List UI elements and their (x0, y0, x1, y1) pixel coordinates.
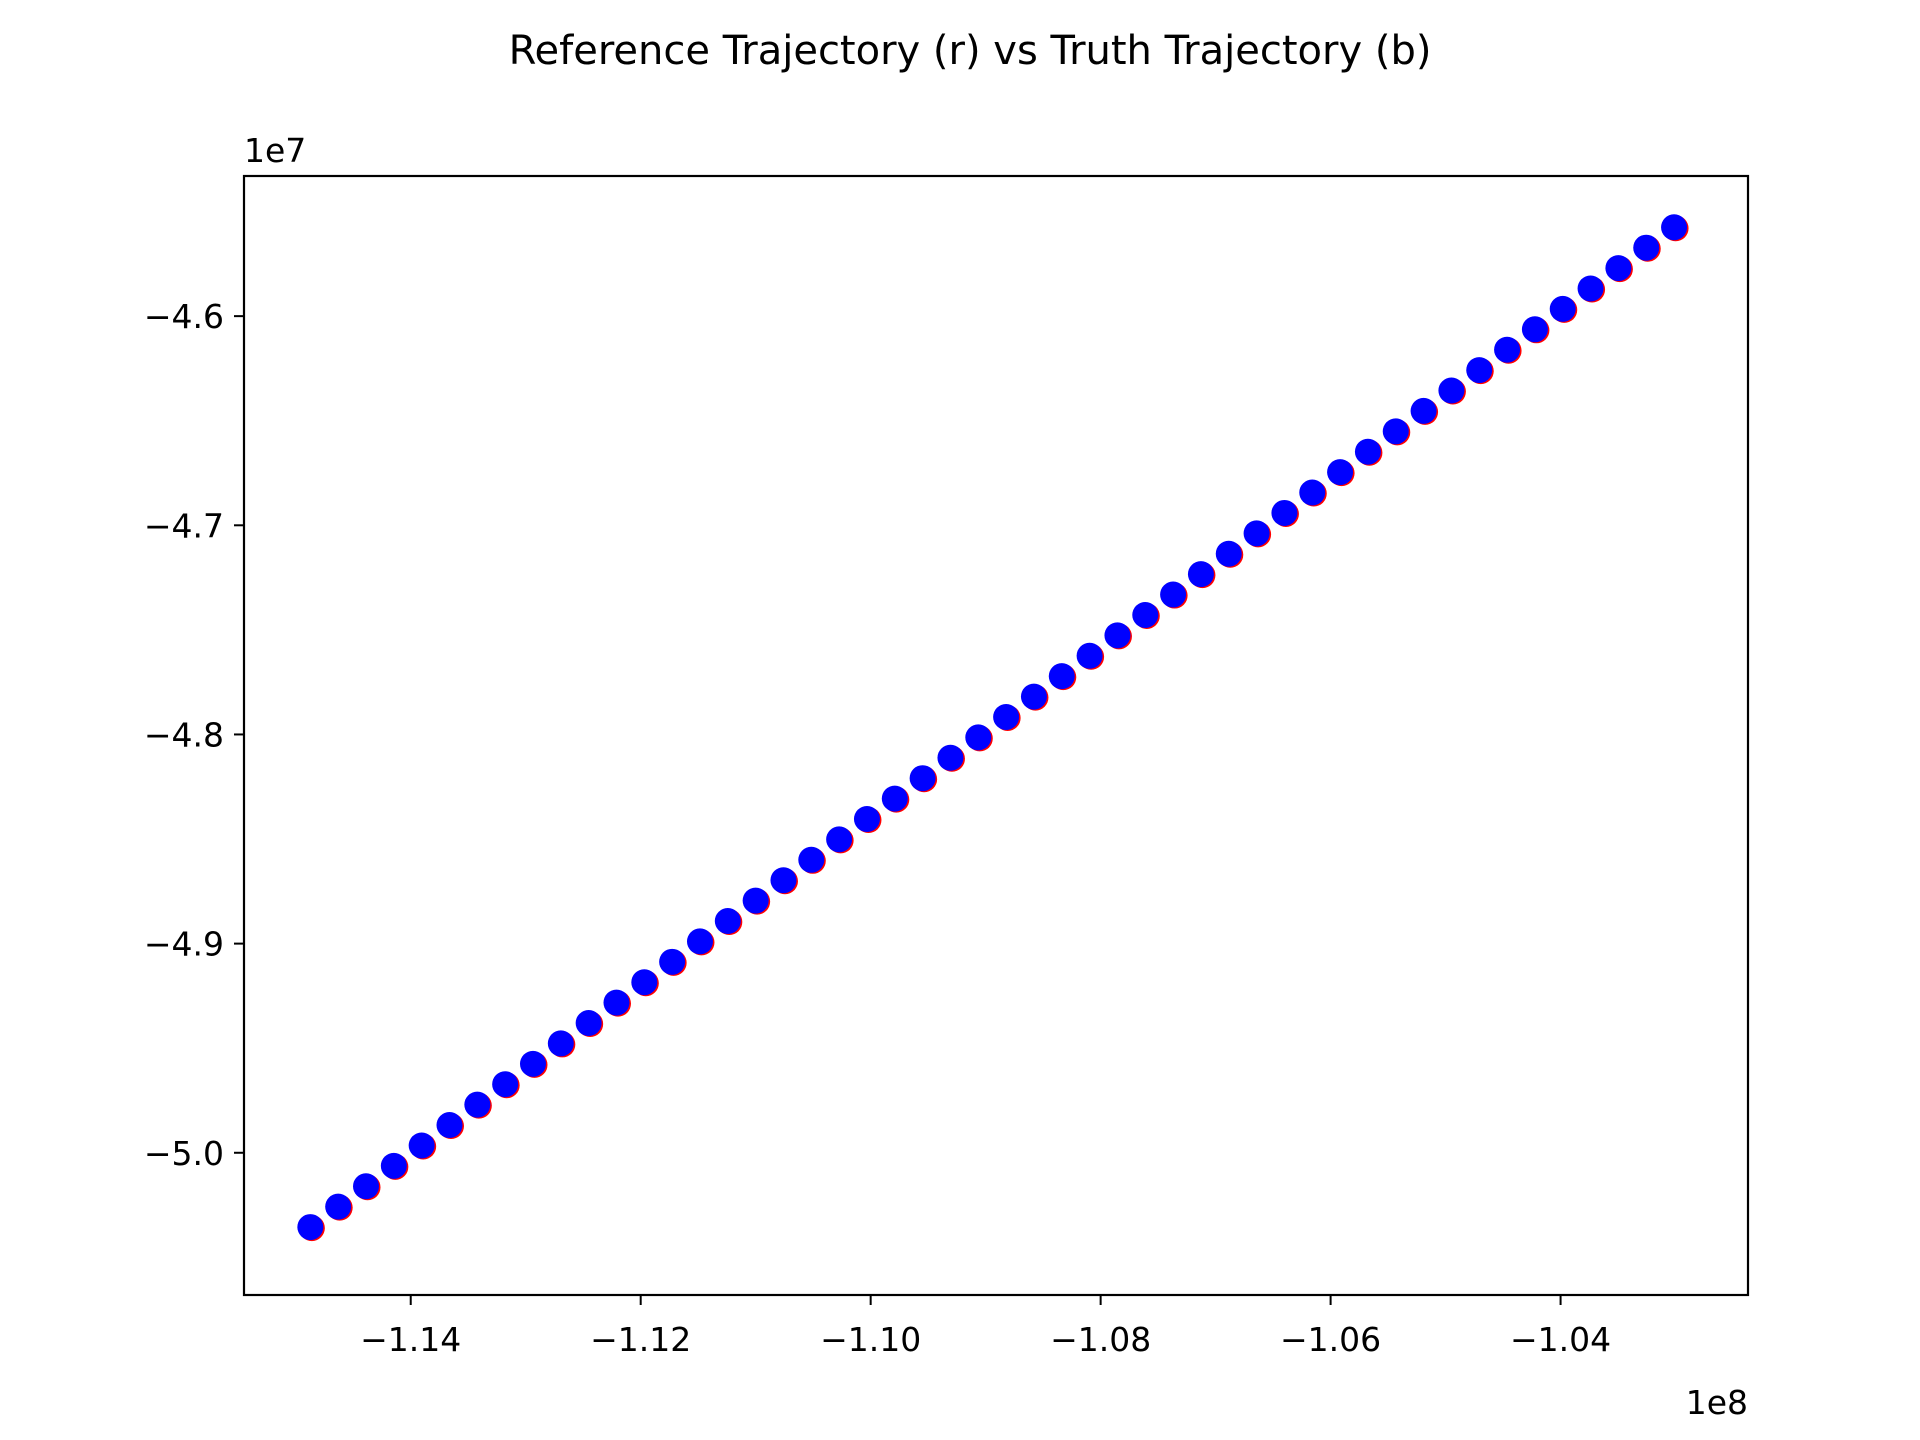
truth-point (408, 1132, 435, 1159)
truth-point (798, 846, 825, 873)
truth-point (1076, 642, 1103, 669)
truth-point (714, 908, 741, 935)
truth-point (1549, 295, 1576, 322)
truth-point (1104, 622, 1131, 649)
truth-point (1160, 581, 1187, 608)
truth-point (1327, 459, 1354, 486)
x-axis-ticks: −1.14 −1.12 −1.10 −1.08 −1.06 −1.04 (360, 1295, 1611, 1359)
y-tick-label: −4.7 (144, 506, 224, 545)
truth-point (1187, 561, 1214, 588)
truth-point (1410, 397, 1437, 424)
truth-point (853, 805, 880, 832)
truth-point (1354, 438, 1381, 465)
truth-point (1577, 275, 1604, 302)
y-tick-label: −4.8 (144, 715, 224, 754)
truth-point (1271, 499, 1298, 526)
truth-point (659, 948, 686, 975)
truth-point (353, 1173, 380, 1200)
data-points (297, 214, 1689, 1242)
truth-point (436, 1112, 463, 1139)
truth-point (993, 703, 1020, 730)
truth-point (1633, 234, 1660, 261)
truth-point (686, 928, 713, 955)
truth-point (325, 1193, 352, 1220)
y-offset-label: 1e7 (244, 131, 306, 170)
truth-point (575, 1010, 602, 1037)
y-tick-label: −5.0 (144, 1134, 224, 1173)
truth-point (909, 765, 936, 792)
truth-point (519, 1050, 546, 1077)
x-tick-label: −1.04 (1510, 1320, 1611, 1359)
truth-point (826, 826, 853, 853)
truth-point (297, 1214, 324, 1241)
y-tick-label: −4.6 (144, 297, 224, 336)
truth-point (937, 744, 964, 771)
x-tick-label: −1.08 (1050, 1320, 1151, 1359)
truth-point (1132, 601, 1159, 628)
truth-point (965, 724, 992, 751)
truth-point (380, 1152, 407, 1179)
truth-point (1605, 255, 1632, 282)
y-tick-label: −4.9 (144, 925, 224, 964)
truth-point (631, 969, 658, 996)
truth-point (492, 1071, 519, 1098)
truth-point (881, 785, 908, 812)
truth-point (603, 989, 630, 1016)
truth-point (464, 1091, 491, 1118)
x-tick-label: −1.12 (590, 1320, 691, 1359)
x-tick-label: −1.14 (360, 1320, 461, 1359)
truth-point (1020, 683, 1047, 710)
x-tick-label: −1.10 (820, 1320, 921, 1359)
truth-point (1494, 336, 1521, 363)
plot-area-frame (242, 174, 1750, 1297)
truth-point (1243, 520, 1270, 547)
truth-point (770, 867, 797, 894)
truth-point (742, 887, 769, 914)
truth-point (1048, 663, 1075, 690)
truth-point (1215, 540, 1242, 567)
x-offset-label: 1e8 (1686, 1383, 1748, 1422)
truth-point (1299, 479, 1326, 506)
truth-point (1521, 316, 1548, 343)
truth-point (547, 1030, 574, 1057)
truth-point (1466, 357, 1493, 384)
truth-point (1438, 377, 1465, 404)
x-tick-label: −1.06 (1280, 1320, 1381, 1359)
truth-point (1382, 418, 1409, 445)
truth-point (1661, 214, 1688, 241)
chart-title: Reference Trajectory (r) vs Truth Trajec… (509, 28, 1432, 74)
y-axis-ticks: −4.6 −4.7 −4.8 −4.9 −5.0 (144, 297, 244, 1173)
